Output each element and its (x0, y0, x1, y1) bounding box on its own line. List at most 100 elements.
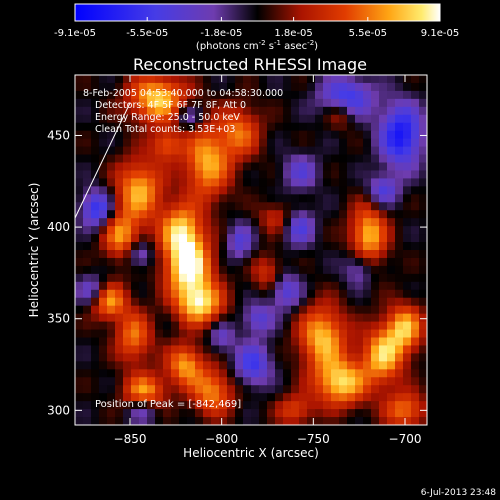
heatmap-cell (83, 106, 92, 116)
heatmap-cell (155, 377, 164, 386)
heatmap-cell (99, 90, 108, 100)
heatmap-cell (355, 234, 364, 243)
heatmap-cell (91, 162, 100, 171)
heatmap-cell (219, 186, 228, 195)
heatmap-cell (379, 257, 388, 267)
heatmap-cell (307, 313, 316, 322)
heatmap-cell (275, 170, 284, 179)
heatmap-cell (403, 154, 412, 163)
heatmap-cell (403, 353, 412, 362)
heatmap-cell (419, 329, 428, 338)
heatmap-cell (99, 289, 108, 299)
heatmap-cell (171, 210, 180, 219)
heatmap-cell (131, 242, 140, 251)
heatmap-cell (307, 393, 316, 402)
heatmap-cell (339, 130, 348, 140)
heatmap-cell (147, 305, 156, 315)
heatmap-cell (251, 385, 260, 394)
heatmap-cell (259, 345, 268, 354)
heatmap-cell (275, 130, 284, 140)
heatmap-cell (355, 409, 364, 418)
heatmap-cell (371, 313, 380, 322)
heatmap-cell (387, 170, 396, 179)
heatmap-cell (411, 178, 420, 187)
heatmap-cell (395, 130, 404, 140)
heatmap-cell (363, 329, 372, 338)
heatmap-cell (211, 250, 220, 259)
heatmap-cell (243, 289, 252, 299)
heatmap-cell (267, 122, 276, 132)
heatmap-cell (219, 297, 228, 307)
heatmap-cell (235, 234, 244, 243)
heatmap-cell (307, 409, 316, 418)
heatmap-cell (323, 218, 332, 227)
heatmap-cell (339, 154, 348, 163)
heatmap-cell (371, 353, 380, 362)
heatmap-cell (323, 401, 332, 410)
heatmap-cell (403, 82, 412, 92)
heatmap-cell (219, 369, 228, 378)
heatmap-cell (379, 114, 388, 124)
heatmap-cell (251, 297, 260, 307)
heatmap-cell (347, 162, 356, 171)
heatmap-cell (395, 281, 404, 291)
heatmap-cell (123, 170, 132, 179)
heatmap-cell (355, 75, 364, 84)
heatmap-cell (179, 305, 188, 315)
heatmap-cell (187, 90, 196, 100)
heatmap-cell (371, 226, 380, 235)
heatmap-cell (355, 218, 364, 227)
heatmap-cell (235, 178, 244, 187)
heatmap-cell (371, 289, 380, 299)
heatmap-cell (139, 265, 148, 275)
heatmap-cell (299, 154, 308, 163)
heatmap-cell (299, 106, 308, 116)
heatmap-cell (307, 369, 316, 378)
heatmap-cell (275, 273, 284, 283)
heatmap-cell (363, 393, 372, 402)
heatmap-cell (339, 106, 348, 116)
heatmap-cell (355, 138, 364, 147)
heatmap-cell (195, 138, 204, 147)
heatmap-cell (147, 75, 156, 84)
heatmap-cell (283, 321, 292, 330)
heatmap-cell (107, 218, 116, 227)
heatmap-cell (411, 345, 420, 354)
heatmap-cell (147, 162, 156, 171)
heatmap-cell (387, 162, 396, 171)
heatmap-cell (163, 369, 172, 378)
heatmap-cell (323, 178, 332, 187)
heatmap-cell (259, 417, 268, 426)
heatmap-cell (187, 401, 196, 410)
heatmap-cell (299, 234, 308, 243)
heatmap-cell (147, 154, 156, 163)
heatmap-cell (323, 202, 332, 211)
heatmap-cell (347, 226, 356, 235)
heatmap-cell (147, 417, 156, 426)
heatmap-cell (379, 146, 388, 155)
heatmap-cell (107, 250, 116, 259)
heatmap-cell (331, 186, 340, 195)
heatmap-cell (227, 257, 236, 267)
heatmap-cell (395, 369, 404, 378)
heatmap-cell (315, 98, 324, 108)
heatmap-cell (83, 202, 92, 211)
heatmap-cell (363, 409, 372, 418)
heatmap-cell (155, 178, 164, 187)
heatmap-cell (347, 98, 356, 108)
heatmap-cell (419, 297, 428, 307)
heatmap-cell (179, 393, 188, 402)
heatmap-cell (315, 178, 324, 187)
heatmap-cell (387, 337, 396, 346)
heatmap-cell (179, 130, 188, 140)
heatmap-cell (147, 393, 156, 402)
heatmap-cell (139, 218, 148, 227)
heatmap-cell (227, 321, 236, 330)
heatmap-cell (83, 90, 92, 100)
heatmap-cell (267, 202, 276, 211)
annotation-clean-counts: Clean Total counts: 3.53E+03 (95, 124, 235, 135)
heatmap-cell (307, 75, 316, 84)
heatmap-cell (123, 417, 132, 426)
heatmap-cell (379, 210, 388, 219)
heatmap-cell (251, 329, 260, 338)
